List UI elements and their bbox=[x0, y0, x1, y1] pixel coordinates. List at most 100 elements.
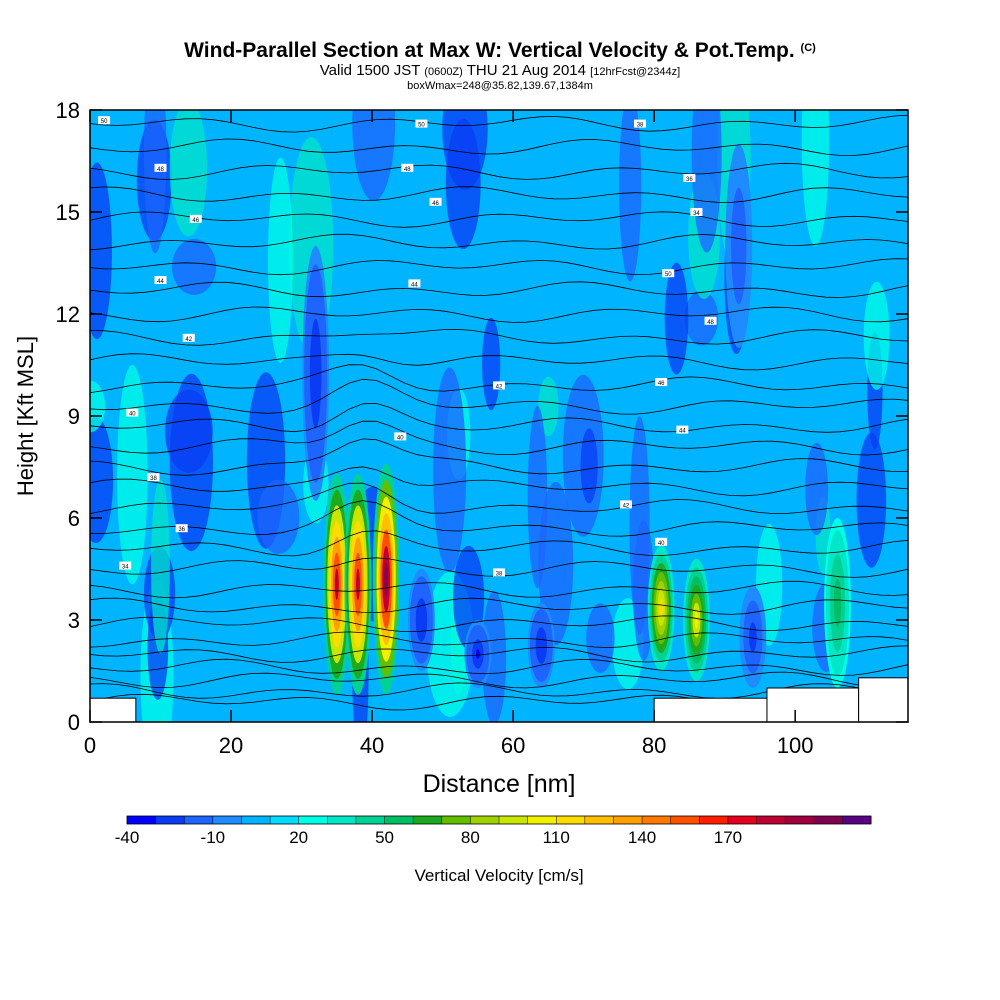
contour-label: 34 bbox=[693, 211, 700, 217]
colorbar-swatch bbox=[699, 816, 729, 824]
updraft-core bbox=[659, 599, 664, 618]
field-blob bbox=[257, 479, 300, 554]
contour-label-bg bbox=[683, 174, 696, 182]
colorbar-swatch bbox=[413, 816, 443, 824]
field-blob bbox=[863, 281, 890, 390]
theta-contour bbox=[90, 500, 908, 537]
colorbar-swatch bbox=[470, 816, 500, 824]
contour-label: 36 bbox=[178, 527, 185, 533]
field-blob bbox=[442, 110, 488, 190]
colorbar-swatch bbox=[785, 816, 815, 824]
theta-contour bbox=[90, 671, 908, 689]
theta-contour bbox=[90, 658, 908, 676]
colorbar-swatch bbox=[127, 816, 157, 824]
colorbar-swatch bbox=[556, 816, 586, 824]
contour-label: 38 bbox=[496, 571, 503, 577]
contour-label-bg bbox=[154, 276, 167, 284]
contour-label: 34 bbox=[122, 565, 129, 571]
contour-label-bg bbox=[126, 408, 139, 417]
contour-label: 42 bbox=[496, 384, 503, 390]
potential-temperature-contours: 50 48 46 44 42 40 38 36 34 50 48 46 44 42 40 38 36 34 50 48… bbox=[90, 114, 908, 711]
field-blob bbox=[352, 110, 396, 201]
contour-label-bg bbox=[154, 163, 167, 172]
colorbar-swatch bbox=[613, 816, 643, 824]
colorbar-swatch bbox=[813, 816, 843, 824]
colorbar-tick-label: 110 bbox=[543, 828, 570, 847]
colorbar-swatch bbox=[499, 816, 529, 824]
valid-prefix: Valid 1500 JST bbox=[319, 62, 421, 79]
theta-contour bbox=[90, 186, 908, 203]
contour-label: 42 bbox=[185, 337, 192, 343]
colorbar-swatch bbox=[584, 816, 614, 824]
field-blob bbox=[151, 479, 170, 654]
field-blob bbox=[664, 262, 689, 375]
chart-title-block: Wind-Parallel Section at Max W: Vertical… bbox=[0, 36, 1000, 92]
colorbar-swatch bbox=[642, 816, 672, 824]
forecast-info: [12hrFcst@2344z] bbox=[590, 66, 681, 78]
contour-label-bg bbox=[175, 524, 188, 533]
downdraft-core bbox=[750, 629, 755, 645]
chart-title-text: Wind-Parallel Section at Max W: Vertical… bbox=[184, 39, 795, 62]
updraft-core bbox=[356, 568, 360, 601]
theta-contour bbox=[90, 580, 908, 599]
contour-label: 48 bbox=[707, 320, 714, 326]
field-blob bbox=[691, 110, 722, 253]
contour-label-bg bbox=[655, 537, 668, 546]
contour-label: 40 bbox=[658, 541, 665, 547]
theta-contour bbox=[90, 530, 908, 557]
contour-label-bg bbox=[493, 568, 505, 577]
y-tick-label: 18 bbox=[56, 98, 80, 123]
chart-title: Wind-Parallel Section at Max W: Vertical… bbox=[0, 36, 1000, 63]
field-blob bbox=[169, 110, 208, 237]
colorbar-swatch bbox=[298, 816, 328, 824]
updraft-core bbox=[384, 562, 389, 596]
contour-label-bg bbox=[676, 425, 689, 434]
theta-contour bbox=[90, 281, 908, 298]
contour-label: 46 bbox=[658, 381, 665, 387]
field-blob bbox=[586, 603, 615, 673]
theta-contour bbox=[90, 482, 908, 514]
contour-label: 40 bbox=[129, 412, 136, 418]
contour-label: 40 bbox=[397, 435, 404, 441]
contour-label: 46 bbox=[192, 218, 199, 224]
field-blob bbox=[90, 417, 114, 544]
colorbar-tick-label: 140 bbox=[628, 828, 656, 847]
downdraft-core bbox=[419, 612, 424, 628]
y-tick-label: 6 bbox=[68, 506, 80, 531]
contour-label-bg bbox=[493, 381, 505, 390]
field-blob bbox=[805, 442, 829, 536]
contour-label: 44 bbox=[679, 429, 686, 435]
contour-label: 44 bbox=[411, 282, 418, 288]
colorbar-swatch bbox=[270, 816, 300, 824]
copyright-mark: (C) bbox=[800, 42, 816, 54]
valid-utc: (0600Z) bbox=[424, 66, 463, 78]
theta-contour bbox=[90, 258, 908, 276]
terrain bbox=[89, 677, 909, 723]
contour-label: 36 bbox=[686, 177, 693, 183]
x-axis-label: Distance [nm] bbox=[423, 770, 576, 798]
theta-contour bbox=[90, 631, 908, 649]
y-tick-label: 0 bbox=[68, 710, 80, 735]
y-tick-label: 12 bbox=[56, 302, 80, 327]
contour-label: 50 bbox=[418, 123, 425, 129]
downdraft-core bbox=[475, 649, 480, 659]
theta-contour bbox=[90, 328, 908, 346]
theta-contour bbox=[90, 211, 908, 228]
colorbar-swatch bbox=[327, 816, 357, 824]
colorbar-swatch bbox=[241, 816, 271, 824]
x-tick-label: 0 bbox=[84, 733, 96, 758]
terrain-step bbox=[858, 677, 909, 723]
x-tick-label: 40 bbox=[360, 733, 384, 758]
contour-label: 50 bbox=[665, 272, 672, 278]
field-blob bbox=[801, 110, 830, 246]
contour-label-bg bbox=[98, 116, 111, 125]
updraft-core bbox=[334, 568, 339, 601]
theta-contour bbox=[90, 466, 908, 497]
contour-label-bg bbox=[634, 119, 647, 128]
theta-contour bbox=[90, 438, 908, 476]
x-tick-label: 80 bbox=[642, 733, 666, 758]
field-blob bbox=[90, 162, 112, 340]
contour-label: 48 bbox=[404, 167, 411, 173]
field-blob bbox=[117, 365, 148, 585]
field-blob bbox=[619, 110, 642, 282]
